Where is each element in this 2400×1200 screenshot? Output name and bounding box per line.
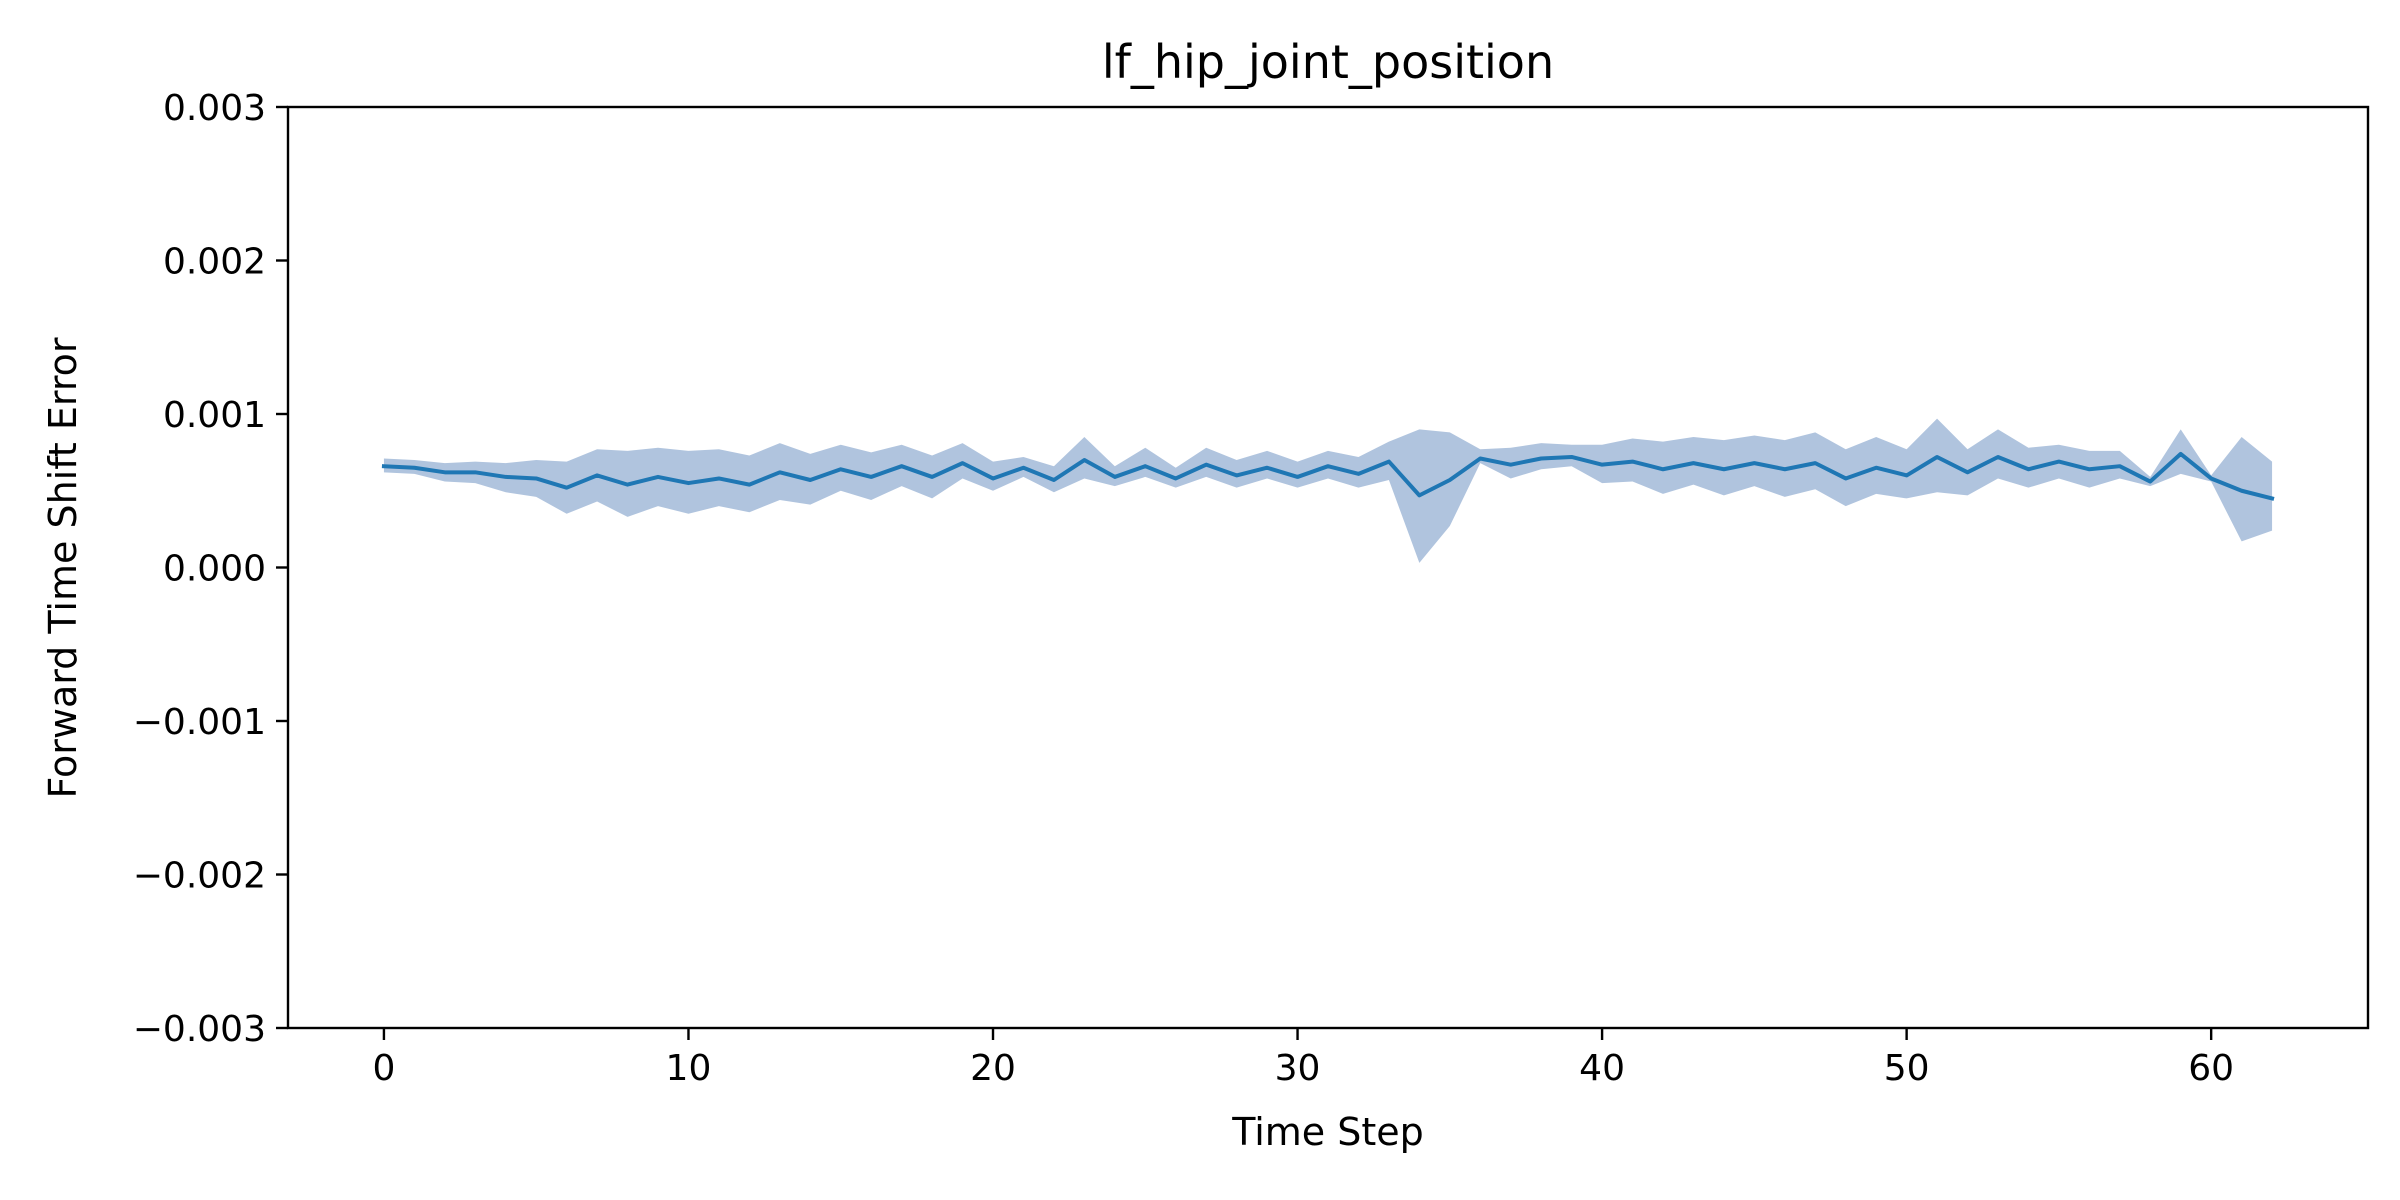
x-tick-label: 20: [970, 1048, 1016, 1089]
y-tick-label: 0.003: [163, 88, 266, 129]
x-axis-ticks: 0 10 20 30 40 50 60: [372, 1028, 2234, 1089]
std-band-0: [383, 418, 2273, 563]
y-tick-label: 0.001: [163, 395, 266, 436]
x-tick-label: 10: [666, 1048, 712, 1089]
series-line-layer: [381, 451, 2275, 501]
x-axis-label: Time Step: [1231, 1110, 1424, 1154]
y-tick-label: −0.001: [133, 702, 266, 743]
mean-line-0: [381, 451, 2275, 501]
chart-title: lf_hip_joint_position: [1102, 35, 1554, 89]
x-tick-label: 0: [372, 1048, 395, 1089]
x-tick-label: 40: [1579, 1048, 1625, 1089]
y-axis-label: Forward Time Shift Error: [41, 337, 85, 798]
x-tick-label: 60: [2188, 1048, 2234, 1089]
y-tick-label: 0.002: [163, 242, 266, 283]
y-tick-label: −0.003: [133, 1009, 266, 1050]
confidence-band-layer: [383, 418, 2273, 563]
x-tick-label: 30: [1275, 1048, 1321, 1089]
y-tick-label: 0.000: [163, 549, 266, 590]
y-tick-label: −0.002: [133, 856, 266, 897]
x-tick-label: 50: [1884, 1048, 1930, 1089]
y-axis-ticks: 0.003 0.002 0.001 0.000 −0.001 −0.002 −0.003: [133, 88, 288, 1050]
